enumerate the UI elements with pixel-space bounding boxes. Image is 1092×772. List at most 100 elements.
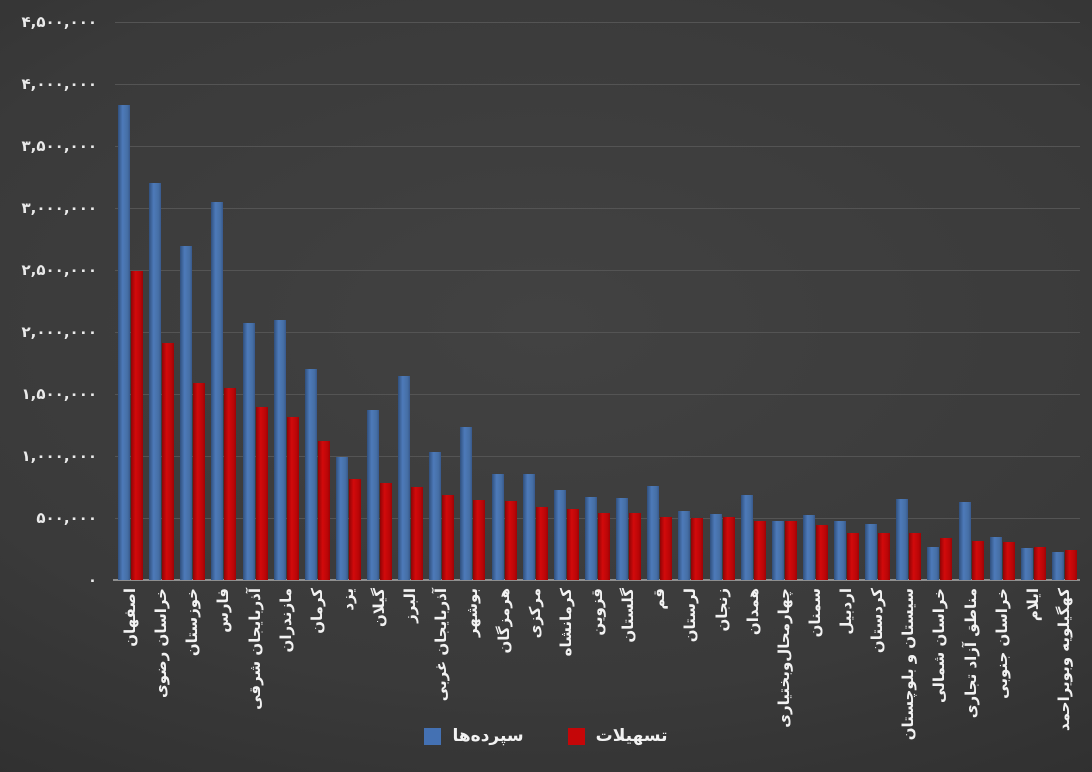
facilities-bar <box>162 343 175 580</box>
gridline <box>115 393 1080 395</box>
bar-group <box>333 22 364 580</box>
y-tick-label: ۴,۰۰۰,۰۰۰ <box>21 75 97 93</box>
x-category-label: گیلان <box>370 588 389 628</box>
bar-group <box>489 22 520 580</box>
x-category-label: قزوین <box>588 588 606 636</box>
gridline <box>115 21 1080 23</box>
facilities-bar <box>878 532 891 580</box>
x-category-label: یزد <box>338 588 357 611</box>
facilities-bar <box>442 495 455 580</box>
bar-group <box>738 22 769 580</box>
facilities-legend-label: تسهیلات <box>595 726 668 746</box>
x-category-label: کرمانشاه <box>556 588 575 657</box>
deposits-bar <box>1020 547 1033 580</box>
deposits-bar <box>1051 552 1064 580</box>
deposits-legend-label: سپرده‌ها <box>452 726 524 746</box>
bar-group <box>987 22 1018 580</box>
facilities-bar <box>255 407 268 580</box>
facilities-bar <box>411 487 424 580</box>
bar-group <box>457 22 488 580</box>
bar-group <box>208 22 239 580</box>
y-tick-label: ۱,۵۰۰,۰۰۰ <box>21 385 97 403</box>
facilities-bar <box>753 521 766 580</box>
x-category-label: همدان <box>743 588 762 636</box>
bar-group <box>1049 22 1080 580</box>
deposits-bar <box>491 473 504 580</box>
x-category-label: اردبیل <box>837 588 856 635</box>
deposits-bar <box>616 498 629 580</box>
facilities-bar <box>629 513 642 580</box>
deposits-bar <box>834 521 847 580</box>
gridline <box>115 207 1080 209</box>
facilities-bar <box>722 517 735 580</box>
gridline <box>115 455 1080 457</box>
gridline <box>115 269 1080 271</box>
bar-group <box>675 22 706 580</box>
facilities-bar <box>1064 550 1077 580</box>
x-category-label: آذربایجان شرقی <box>245 588 264 710</box>
legend: سپرده‌ها تسهیلات <box>0 726 1092 746</box>
x-category-label: آذربایجان غربی <box>432 588 451 702</box>
facilities-bar <box>660 517 673 580</box>
x-category-label: چهارمحال‌وبختیاری <box>774 588 793 728</box>
deposits-bar <box>398 376 411 580</box>
bar-group <box>582 22 613 580</box>
bar-group <box>520 22 551 580</box>
facilities-bar <box>1033 547 1046 580</box>
facilities-bar <box>971 540 984 580</box>
y-tick-label: ۱,۰۰۰,۰۰۰ <box>21 447 97 465</box>
deposits-bar <box>553 490 566 580</box>
facilities-bar <box>473 500 486 580</box>
x-category-label: هرمزگان <box>494 588 513 654</box>
bar-group <box>613 22 644 580</box>
deposits-bar <box>335 457 348 580</box>
gridline <box>115 517 1080 519</box>
x-category-label: مناطق آزاد تجاری <box>961 588 980 719</box>
y-tick-label: ۲,۵۰۰,۰۰۰ <box>21 261 97 279</box>
facilities-bar <box>691 518 704 580</box>
facilities-bar <box>847 532 860 580</box>
facilities-bar <box>1002 541 1015 580</box>
bar-group <box>644 22 675 580</box>
facilities-bar <box>286 416 299 580</box>
x-category-label: بوشهر <box>463 588 482 638</box>
y-tick-label: ۵۰۰,۰۰۰ <box>36 509 97 527</box>
bar-group <box>831 22 862 580</box>
plot-area <box>113 21 1080 581</box>
x-category-label: کردستان <box>868 588 887 654</box>
bar-group <box>364 22 395 580</box>
y-tick-label: ۲,۰۰۰,۰۰۰ <box>21 323 97 341</box>
facilities-bar <box>317 441 330 580</box>
gridline <box>115 145 1080 147</box>
facilities-bar <box>224 387 237 580</box>
x-category-label: گلستان <box>619 588 638 643</box>
deposits-bar <box>180 246 193 580</box>
deposits-bar <box>211 201 224 580</box>
x-category-label: قم <box>650 588 669 610</box>
deposits-bar <box>149 183 162 580</box>
facilities-bar <box>348 478 361 580</box>
deposits-bar <box>273 320 286 580</box>
deposits-bar <box>740 495 753 580</box>
facilities-bar <box>815 525 828 580</box>
x-category-label: ایلام <box>1023 588 1042 622</box>
bar-group <box>302 22 333 580</box>
x-category-label: اصفهان <box>121 588 140 647</box>
deposits-bar <box>771 521 784 580</box>
deposits-bar <box>367 410 380 580</box>
bar-group <box>862 22 893 580</box>
facilities-bar <box>784 521 797 580</box>
facilities-bar <box>597 513 610 580</box>
facilities-bar <box>380 482 393 580</box>
bar-group <box>551 22 582 580</box>
facilities-bar <box>193 383 206 580</box>
deposits-bar <box>584 496 597 580</box>
bar-group <box>177 22 208 580</box>
bar-group <box>706 22 737 580</box>
legend-item-facilities: تسهیلات <box>567 726 668 746</box>
x-category-label: سیستان و بلوچستان <box>899 588 918 741</box>
deposits-bar <box>429 452 442 580</box>
x-category-label: خراسان رضوی <box>152 588 171 698</box>
facilities-bar <box>535 506 548 580</box>
